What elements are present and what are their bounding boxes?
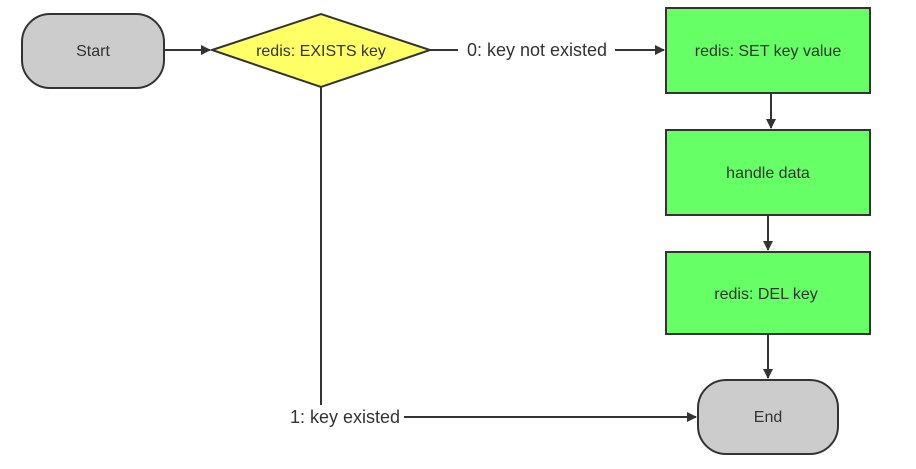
node-handle-label: handle data [726, 165, 810, 182]
node-exists-decision: redis: EXISTS key [208, 12, 434, 89]
node-end-label: End [754, 409, 782, 426]
node-set: redis: SET key value [665, 7, 871, 94]
node-end: End [697, 379, 839, 455]
node-start-label: Start [76, 43, 110, 60]
node-exists-label: redis: EXISTS key [256, 43, 386, 60]
node-del: redis: DEL key [665, 251, 871, 335]
node-start: Start [21, 13, 165, 89]
node-handle-data: handle data [665, 129, 871, 216]
node-set-label: redis: SET key value [695, 43, 842, 60]
edge-label-key-not-existed: 0: key not existed [467, 40, 607, 60]
node-del-label: redis: DEL key [714, 286, 817, 303]
edge-exists-to-set: 0: key not existed [430, 40, 665, 60]
edge-label-key-existed: 1: key existed [290, 407, 400, 427]
edge-exists-to-end: 1: key existed [290, 87, 697, 427]
